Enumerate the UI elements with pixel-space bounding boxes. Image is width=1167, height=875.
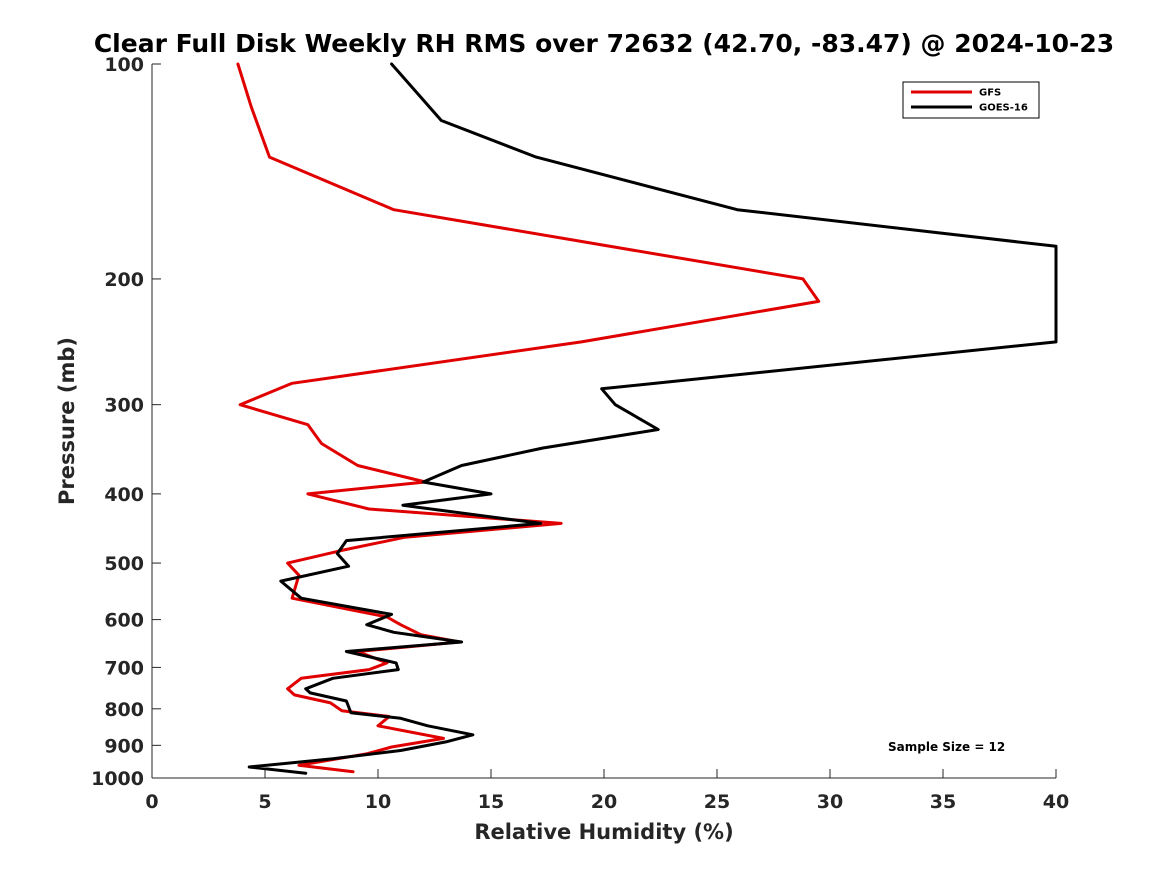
sample-size-annotation: Sample Size = 12 — [888, 740, 1005, 754]
x-tick-label: 20 — [591, 791, 617, 813]
y-axis-label: Pressure (mb) — [55, 337, 79, 505]
x-axis-ticks: 0 5 10 15 20 25 30 35 40 — [145, 769, 1069, 813]
series-lines — [236, 62, 1058, 775]
y-tick-label: 300 — [104, 395, 144, 417]
x-tick-label: 30 — [817, 791, 843, 813]
x-tick-label: 5 — [258, 791, 271, 813]
legend-label-goes16: GOES-16 — [979, 103, 1028, 114]
y-tick-label: 200 — [104, 269, 144, 291]
x-axis-label: Relative Humidity (%) — [474, 820, 733, 844]
x-tick-label: 0 — [145, 791, 158, 813]
series-line-goes16 — [247, 62, 1058, 775]
y-tick-label: 900 — [104, 735, 144, 757]
legend: GFS GOES-16 — [902, 81, 1040, 119]
y-tick-label: 800 — [104, 699, 144, 721]
x-tick-label: 15 — [478, 791, 504, 813]
y-tick-label: 1000 — [91, 768, 144, 790]
y-tick-label: 100 — [104, 54, 144, 76]
x-tick-label: 40 — [1043, 791, 1069, 813]
y-axis-ticks: 100 200 300 400 500 600 700 800 900 1000 — [91, 54, 161, 790]
y-tick-label: 700 — [104, 657, 144, 679]
legend-label-gfs: GFS — [979, 88, 1001, 99]
y-tick-label: 500 — [104, 553, 144, 575]
x-tick-label: 25 — [704, 791, 730, 813]
x-tick-label: 35 — [930, 791, 956, 813]
chart-title: Clear Full Disk Weekly RH RMS over 72632… — [94, 29, 1114, 58]
x-tick-label: 10 — [365, 791, 391, 813]
legend-box — [902, 81, 1040, 119]
y-tick-label: 600 — [104, 610, 144, 632]
y-tick-label: 400 — [104, 484, 144, 506]
